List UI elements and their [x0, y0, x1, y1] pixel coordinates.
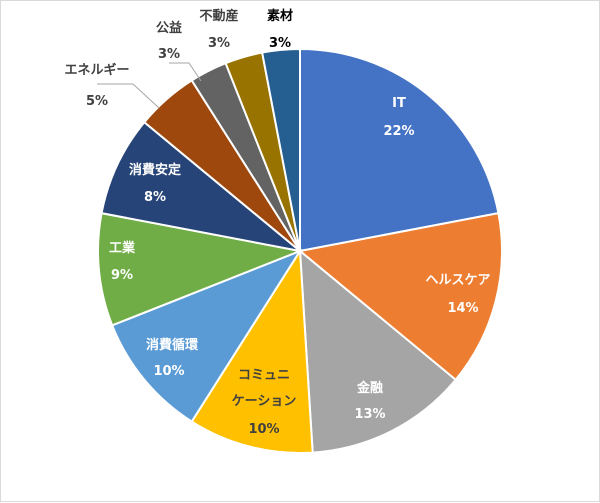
slice-pct-utilities: 3%	[158, 47, 180, 62]
pie-slice-healthcare	[297, 211, 503, 382]
slice-pct-industrials: 9%	[111, 268, 133, 283]
pie-slice-it	[299, 47, 500, 253]
slice-label-energy: エネルギー	[64, 62, 129, 78]
slice-label-consumer-cyclical: 消費循環	[146, 337, 199, 353]
slice-pct-it: 22%	[383, 124, 414, 139]
leader-line-utilities	[169, 62, 202, 82]
slice-pct-energy: 5%	[86, 94, 108, 109]
pie-slice-industrials	[97, 211, 304, 327]
slice-label-communication-line1: コミュニ	[238, 368, 290, 383]
slice-pct-communication: 10%	[248, 422, 279, 437]
slice-pct-consumer-cyclical: 10%	[153, 364, 184, 379]
leader-lines	[97, 62, 202, 109]
slice-label-industrials: 工業	[109, 240, 136, 256]
pie-slice-finance	[298, 248, 458, 454]
slice-label-consumer-staples: 消費安定	[129, 162, 181, 178]
leader-line-energy	[97, 83, 160, 109]
pie-slices	[97, 47, 503, 454]
slice-pct-real-estate: 3%	[208, 36, 230, 51]
slice-label-healthcare: ヘルスケア	[425, 273, 490, 288]
slice-label-real-estate: 不動産	[199, 8, 238, 24]
slice-label-finance: 金融	[356, 380, 383, 396]
pie-slice-consumer-cyclical	[110, 248, 303, 423]
slice-label-materials: 素材	[267, 8, 293, 24]
slice-pct-consumer-staples: 8%	[144, 190, 166, 205]
slice-label-utilities: 公益	[156, 20, 182, 36]
slice-label-it: IT	[392, 96, 406, 111]
slice-label-communication-line2: ケーション	[232, 394, 297, 409]
pie-slice-consumer-staples	[100, 120, 301, 252]
slice-pct-materials: 3%	[269, 36, 291, 51]
pie-slice-communication	[190, 247, 314, 454]
slice-pct-finance: 13%	[354, 407, 385, 422]
slice-pct-healthcare: 14%	[447, 301, 478, 316]
pie-slice-materials	[260, 47, 301, 252]
